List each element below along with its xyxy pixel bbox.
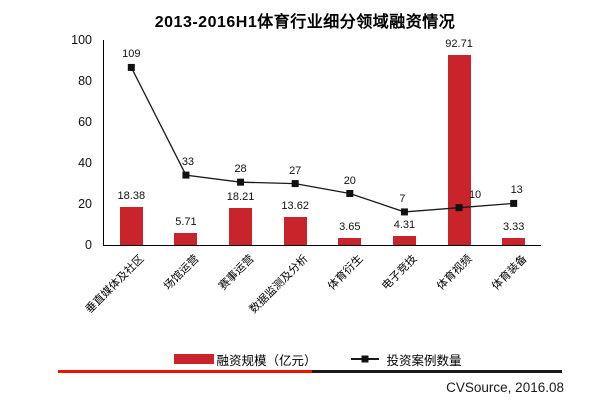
bar-series-label: 融资规模（亿元） (216, 353, 317, 368)
line-path (130, 67, 514, 213)
y-axis-tick-label: 40 (78, 156, 92, 170)
bar (502, 238, 526, 245)
bar-value-label: 3.65 (339, 220, 361, 233)
divider-red-segment (58, 370, 312, 373)
bar (338, 237, 362, 245)
legend: 融资规模（亿元） 投资案例数量 (0, 350, 610, 369)
bar (392, 236, 416, 245)
line-point-marker (400, 208, 408, 216)
line-point-marker (182, 171, 190, 179)
line-series (127, 63, 518, 216)
x-axis-category-label: 体育视频 (434, 253, 475, 293)
y-axis-tick-label: 60 (78, 115, 92, 129)
bar-value-label: 92.71 (445, 37, 473, 50)
bar-series-swatch-icon (174, 354, 215, 364)
bar-value-label: 4.31 (393, 219, 416, 232)
line-point-marker (237, 178, 245, 186)
line-point-marker (291, 180, 299, 188)
y-axis-tick-label: 0 (85, 238, 92, 252)
line-point-marker (510, 199, 518, 207)
x-axis-category-label: 赛事运营 (216, 253, 257, 293)
line-point-marker (346, 190, 354, 198)
bar-value-label: 18.21 (226, 190, 255, 203)
bar (283, 217, 307, 245)
x-axis-category-label: 垂直媒体及社区 (83, 253, 147, 316)
x-axis-category-label: 电子竞技 (380, 253, 420, 293)
chart-title: 2013-2016H1体育行业细分领域融资情况 (154, 14, 456, 31)
line-value-label: 13 (510, 184, 523, 197)
divider-black-segment (312, 370, 562, 373)
line-value-label: 10 (468, 188, 482, 201)
y-axis-tick-label: 20 (78, 197, 92, 211)
bar-value-label: 5.71 (175, 216, 197, 229)
square-marker-icon (361, 355, 368, 363)
bar (229, 207, 253, 245)
line-value-label: 109 (122, 48, 141, 61)
line-point-marker (127, 63, 135, 71)
line-series-label: 投资案例数量 (386, 353, 462, 368)
line-value-label: 33 (181, 156, 195, 169)
bar-value-label: 13.62 (281, 200, 309, 213)
line-value-label: 27 (289, 164, 302, 177)
x-axis-category-label: 体育衍生 (325, 253, 366, 293)
bar-value-label: 18.38 (117, 190, 146, 203)
y-axis-tick-label: 100 (71, 33, 92, 47)
legend-item-bar: 融资规模（亿元） (174, 350, 317, 369)
plot-area: 18.38 5.71 18.21 13.62 3.65 4.31 92.71 3.33 109 3… (84, 37, 541, 316)
line-series-swatch-icon (350, 355, 379, 363)
x-axis-category-label: 数据监测及分析 (247, 253, 311, 316)
x-axis-category-label: 场馆运营 (161, 253, 202, 293)
line-value-label: 7 (399, 192, 406, 205)
source-credit: CVSource, 2016.08 (446, 380, 564, 395)
line-value-label: 20 (343, 174, 356, 187)
bar (447, 54, 471, 245)
line-value-label: 28 (234, 163, 247, 176)
x-axis-category-label: 体育装备 (489, 253, 530, 293)
bar (119, 207, 143, 245)
bar-value-label: 3.33 (502, 221, 525, 234)
y-axis-tick-label: 80 (78, 74, 92, 88)
line-point-marker (455, 204, 463, 212)
bar (174, 233, 198, 245)
legend-item-line: 投资案例数量 (350, 350, 462, 369)
